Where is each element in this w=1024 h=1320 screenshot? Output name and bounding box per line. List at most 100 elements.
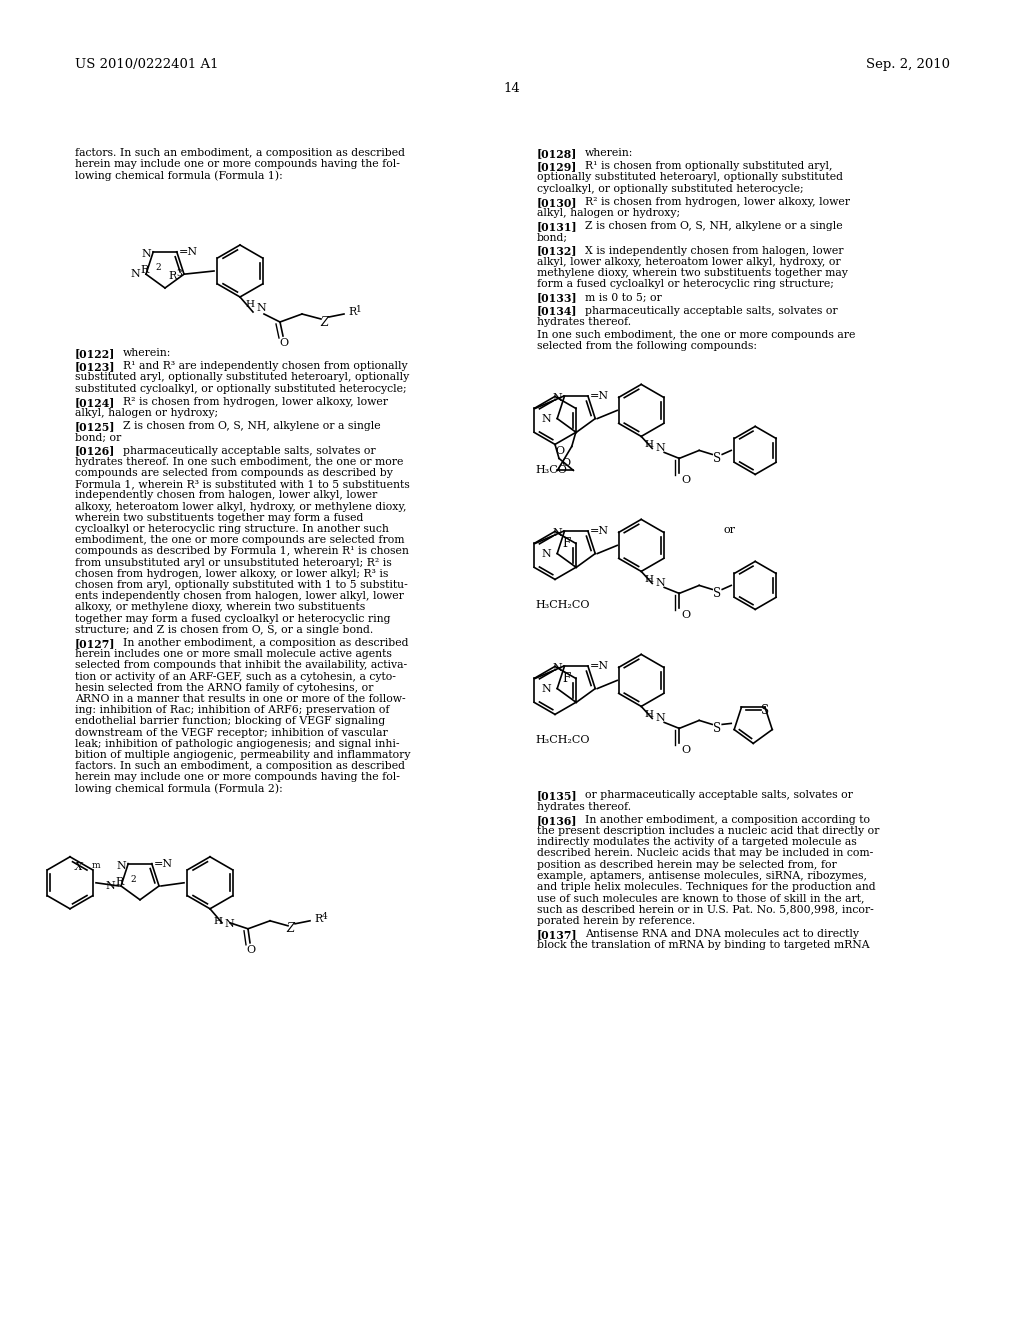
Text: [0136]: [0136] — [537, 814, 578, 826]
Text: N: N — [105, 880, 115, 891]
Text: [0130]: [0130] — [537, 197, 578, 207]
Text: =N: =N — [590, 391, 609, 401]
Text: N: N — [542, 684, 551, 693]
Text: O: O — [681, 746, 690, 755]
Text: F: F — [562, 537, 570, 550]
Text: the present description includes a nucleic acid that directly or: the present description includes a nucle… — [537, 826, 880, 836]
Text: N: N — [256, 304, 266, 313]
Text: H: H — [645, 441, 653, 449]
Text: N: N — [655, 444, 665, 453]
Text: 14: 14 — [504, 82, 520, 95]
Text: tion or activity of an ARF-GEF, such as a cytohesin, a cyto-: tion or activity of an ARF-GEF, such as … — [75, 672, 396, 681]
Text: N: N — [553, 663, 562, 673]
Text: optionally substituted heteroaryl, optionally substituted: optionally substituted heteroaryl, optio… — [537, 173, 843, 182]
Text: form a fused cycloalkyl or heterocyclic ring structure;: form a fused cycloalkyl or heterocyclic … — [537, 280, 834, 289]
Text: example, aptamers, antisense molecules, siRNA, ribozymes,: example, aptamers, antisense molecules, … — [537, 871, 867, 880]
Text: N: N — [117, 861, 126, 871]
Text: [0129]: [0129] — [537, 161, 578, 172]
Text: or: or — [723, 525, 735, 536]
Text: [0124]: [0124] — [75, 397, 116, 408]
Text: H: H — [213, 917, 222, 925]
Text: compounds are selected from compounds as described by: compounds are selected from compounds as… — [75, 469, 393, 478]
Text: In one such embodiment, the one or more compounds are: In one such embodiment, the one or more … — [537, 330, 855, 341]
Text: [0131]: [0131] — [537, 222, 578, 232]
Text: hydrates thereof.: hydrates thereof. — [537, 801, 631, 812]
Text: H₃CH₂CO: H₃CH₂CO — [535, 735, 590, 746]
Text: N: N — [655, 578, 665, 589]
Text: [0127]: [0127] — [75, 638, 116, 649]
Text: wherein:: wherein: — [123, 348, 171, 358]
Text: In another embodiment, a composition as described: In another embodiment, a composition as … — [123, 638, 409, 648]
Text: S: S — [713, 722, 721, 735]
Text: 2: 2 — [130, 875, 136, 883]
Text: lowing chemical formula (Formula 2):: lowing chemical formula (Formula 2): — [75, 784, 283, 795]
Text: herein may include one or more compounds having the fol-: herein may include one or more compounds… — [75, 772, 400, 783]
Text: alkoxy, or methylene dioxy, wherein two substituents: alkoxy, or methylene dioxy, wherein two … — [75, 602, 366, 612]
Text: =N: =N — [179, 247, 198, 257]
Text: R: R — [314, 913, 323, 924]
Text: wherein:: wherein: — [585, 148, 634, 158]
Text: ents independently chosen from halogen, lower alkyl, lower: ents independently chosen from halogen, … — [75, 591, 403, 601]
Text: hydrates thereof.: hydrates thereof. — [537, 317, 631, 327]
Text: [0126]: [0126] — [75, 446, 116, 457]
Text: alkyl, lower alkoxy, heteroatom lower alkyl, hydroxy, or: alkyl, lower alkoxy, heteroatom lower al… — [537, 257, 841, 267]
Text: bond;: bond; — [537, 232, 568, 243]
Text: F: F — [562, 672, 570, 685]
Text: Z is chosen from O, S, NH, alkylene or a single: Z is chosen from O, S, NH, alkylene or a… — [585, 222, 843, 231]
Text: R² is chosen from hydrogen, lower alkoxy, lower: R² is chosen from hydrogen, lower alkoxy… — [123, 397, 388, 407]
Text: H₃CO: H₃CO — [535, 466, 567, 475]
Text: S: S — [713, 587, 721, 599]
Text: H: H — [246, 300, 255, 309]
Text: 2: 2 — [156, 263, 161, 272]
Text: chosen from aryl, optionally substituted with 1 to 5 substitu-: chosen from aryl, optionally substituted… — [75, 579, 408, 590]
Text: N: N — [130, 269, 140, 280]
Text: [0132]: [0132] — [537, 246, 578, 256]
Text: R: R — [140, 265, 148, 275]
Text: use of such molecules are known to those of skill in the art,: use of such molecules are known to those… — [537, 894, 864, 903]
Text: N: N — [141, 248, 152, 259]
Text: embodiment, the one or more compounds are selected from: embodiment, the one or more compounds ar… — [75, 535, 404, 545]
Text: independently chosen from halogen, lower alkyl, lower: independently chosen from halogen, lower… — [75, 491, 377, 500]
Text: compounds as described by Formula 1, wherein R¹ is chosen: compounds as described by Formula 1, whe… — [75, 546, 409, 557]
Text: pharmaceutically acceptable salts, solvates or: pharmaceutically acceptable salts, solva… — [585, 306, 838, 315]
Text: 3: 3 — [176, 269, 181, 279]
Text: Z: Z — [286, 923, 294, 936]
Text: [0137]: [0137] — [537, 929, 578, 940]
Text: described herein. Nucleic acids that may be included in com-: described herein. Nucleic acids that may… — [537, 849, 873, 858]
Text: lowing chemical formula (Formula 1):: lowing chemical formula (Formula 1): — [75, 170, 283, 181]
Text: ing: inhibition of Rac; inhibition of ARF6; preservation of: ing: inhibition of Rac; inhibition of AR… — [75, 705, 389, 715]
Text: N: N — [224, 919, 233, 929]
Text: methylene dioxy, wherein two substituents together may: methylene dioxy, wherein two substituent… — [537, 268, 848, 279]
Text: alkyl, halogen or hydroxy;: alkyl, halogen or hydroxy; — [75, 408, 218, 418]
Text: O: O — [556, 446, 565, 457]
Text: indirectly modulates the activity of a targeted molecule as: indirectly modulates the activity of a t… — [537, 837, 857, 847]
Text: =N: =N — [154, 858, 173, 869]
Text: Formula 1, wherein R³ is substituted with 1 to 5 substituents: Formula 1, wherein R³ is substituted wit… — [75, 479, 410, 490]
Text: bond; or: bond; or — [75, 433, 121, 442]
Text: factors. In such an embodiment, a composition as described: factors. In such an embodiment, a compos… — [75, 148, 406, 158]
Text: R: R — [168, 271, 176, 281]
Text: such as described herein or in U.S. Pat. No. 5,800,998, incor-: such as described herein or in U.S. Pat.… — [537, 904, 873, 915]
Text: pharmaceutically acceptable salts, solvates or: pharmaceutically acceptable salts, solva… — [123, 446, 376, 455]
Text: hesin selected from the ARNO family of cytohesins, or: hesin selected from the ARNO family of c… — [75, 682, 374, 693]
Text: structure; and Z is chosen from O, S, or a single bond.: structure; and Z is chosen from O, S, or… — [75, 624, 374, 635]
Text: In another embodiment, a composition according to: In another embodiment, a composition acc… — [585, 814, 870, 825]
Text: R: R — [115, 876, 123, 887]
Text: m is 0 to 5; or: m is 0 to 5; or — [585, 293, 662, 302]
Text: alkyl, halogen or hydroxy;: alkyl, halogen or hydroxy; — [537, 209, 680, 218]
Text: =N: =N — [590, 527, 609, 536]
Text: R² is chosen from hydrogen, lower alkoxy, lower: R² is chosen from hydrogen, lower alkoxy… — [585, 197, 850, 207]
Text: Sep. 2, 2010: Sep. 2, 2010 — [866, 58, 950, 71]
Text: from unsubstituted aryl or unsubstituted heteroaryl; R² is: from unsubstituted aryl or unsubstituted… — [75, 557, 392, 568]
Text: O: O — [247, 945, 256, 954]
Text: Z: Z — [319, 315, 328, 329]
Text: [0135]: [0135] — [537, 791, 578, 801]
Text: Antisense RNA and DNA molecules act to directly: Antisense RNA and DNA molecules act to d… — [585, 929, 859, 939]
Text: position as described herein may be selected from, for: position as described herein may be sele… — [537, 859, 837, 870]
Text: and triple helix molecules. Techniques for the production and: and triple helix molecules. Techniques f… — [537, 882, 876, 892]
Text: or pharmaceutically acceptable salts, solvates or: or pharmaceutically acceptable salts, so… — [585, 791, 853, 800]
Text: =N: =N — [590, 661, 609, 671]
Text: [0122]: [0122] — [75, 348, 116, 359]
Text: O: O — [681, 475, 690, 486]
Text: O: O — [280, 338, 289, 348]
